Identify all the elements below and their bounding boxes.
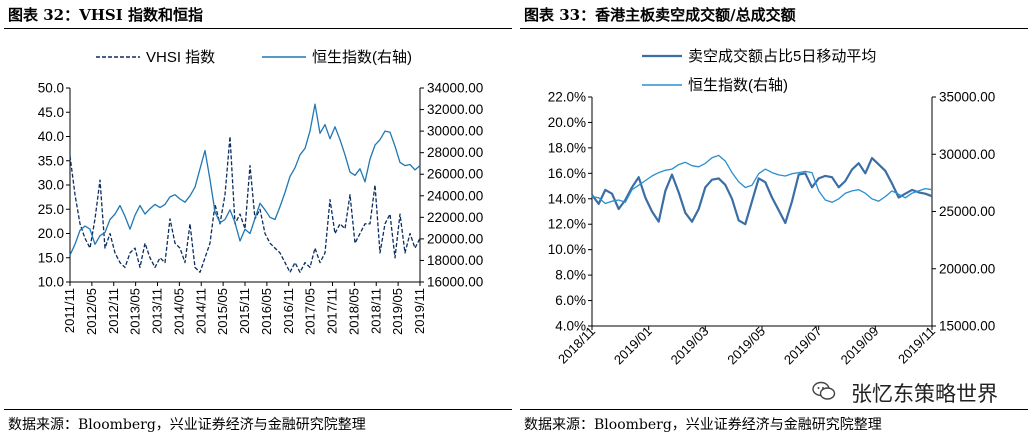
right-chart-panel: 图表 33：香港主板卖空成交额/总成交额 4.0% 6.0% 8.0% 10.0% 12… bbox=[516, 0, 1032, 441]
x-tick-label: 2017/11 bbox=[325, 288, 340, 334]
left-tick-label: 18.0% bbox=[548, 140, 586, 155]
left-tick-label: 4.0% bbox=[555, 319, 586, 334]
right-tick-label: 18000.00 bbox=[427, 253, 483, 268]
x-tick-label: 2014/05 bbox=[171, 288, 186, 335]
x-tick-label: 2018/11 bbox=[368, 288, 383, 334]
legend-label-1: 恒生指数(右轴) bbox=[312, 49, 412, 66]
right-tick-label: 26000.00 bbox=[427, 167, 483, 182]
x-tick-label: 2012/11 bbox=[106, 288, 121, 334]
left-tick-label: 12.0% bbox=[548, 217, 586, 232]
x-tick-label: 2011/11 bbox=[62, 288, 77, 333]
right-tick-label: 15000.00 bbox=[939, 319, 995, 334]
left-tick-label: 10.0% bbox=[548, 242, 586, 257]
right-tick-label: 30000.00 bbox=[939, 147, 995, 162]
watermark-text: 张忆东策略世界 bbox=[851, 382, 998, 406]
right-tick-label: 32000.00 bbox=[427, 102, 483, 117]
left-tick-label: 25.0 bbox=[38, 202, 64, 217]
right-tick-label: 16000.00 bbox=[427, 275, 483, 290]
left-tick-label: 50.0 bbox=[38, 81, 64, 96]
left-tick-label: 20.0% bbox=[548, 115, 586, 130]
left-tick-label: 20.0 bbox=[38, 226, 64, 241]
series-line-0 bbox=[591, 157, 933, 226]
right-tick-label: 34000.00 bbox=[427, 81, 483, 96]
legend-label-0: 卖空成交额占比5日移动平均 bbox=[688, 47, 876, 65]
legend-label-1: 恒生指数(右轴) bbox=[688, 77, 788, 94]
left-chart-panel: 图表 32：VHSI 指数和恒指 10.0 15.0 20.0 25.0 30.0 35.… bbox=[4, 6, 512, 433]
left-tick-label: 35.0 bbox=[38, 153, 64, 168]
left-tick-label: 16.0% bbox=[548, 166, 586, 181]
right-tick-label: 24000.00 bbox=[427, 188, 483, 203]
left-tick-label: 22.0% bbox=[548, 90, 586, 105]
x-tick-label: 2019/05 bbox=[724, 324, 768, 368]
right-chart-source: 数据来源：Bloomberg，兴业证券经济与金融研究院整理 bbox=[524, 417, 882, 433]
short-selling-ratio-chart: 4.0% 6.0% 8.0% 10.0% 12.0% 14.0% 16.0% 18.0% 20.… bbox=[548, 47, 996, 368]
series-line-1 bbox=[591, 154, 933, 205]
x-tick-label: 2016/11 bbox=[281, 288, 296, 334]
right-tick-label: 20000.00 bbox=[939, 261, 995, 276]
left-tick-label: 14.0% bbox=[548, 191, 586, 206]
x-tick-label: 2015/05 bbox=[215, 288, 230, 335]
series-line-1 bbox=[69, 103, 421, 256]
x-tick-label: 2015/11 bbox=[237, 288, 252, 334]
x-tick-label: 2013/11 bbox=[150, 288, 165, 334]
right-chart-title: 图表 33：香港主板卖空成交额/总成交额 bbox=[524, 6, 796, 24]
x-tick-label: 2019/01 bbox=[611, 324, 655, 368]
left-source-rule bbox=[4, 409, 512, 410]
left-tick-label: 10.0 bbox=[38, 275, 64, 290]
x-tick-label: 2016/05 bbox=[259, 288, 274, 335]
x-tick-label: 2019/09 bbox=[838, 324, 882, 368]
right-tick-label: 22000.00 bbox=[427, 210, 483, 225]
left-tick-label: 15.0 bbox=[38, 250, 64, 265]
legend-label-0: VHSI 指数 bbox=[146, 49, 215, 66]
x-tick-label: 2013/05 bbox=[128, 288, 143, 335]
right-tick-label: 25000.00 bbox=[939, 204, 995, 219]
x-tick-label: 2019/07 bbox=[781, 324, 825, 368]
left-tick-label: 6.0% bbox=[555, 293, 586, 308]
x-tick-label: 2018/05 bbox=[346, 288, 361, 335]
x-tick-label: 2019/11 bbox=[895, 324, 938, 367]
right-tick-label: 30000.00 bbox=[427, 124, 483, 139]
left-tick-label: 30.0 bbox=[38, 178, 64, 193]
x-tick-label: 2019/11 bbox=[412, 288, 427, 334]
x-tick-label: 2019/05 bbox=[390, 288, 405, 335]
left-chart-source: 数据来源：Bloomberg，兴业证券经济与金融研究院整理 bbox=[8, 417, 366, 433]
left-chart-title: 图表 32：VHSI 指数和恒指 bbox=[8, 6, 203, 24]
right-tick-label: 28000.00 bbox=[427, 145, 483, 160]
right-title-rule bbox=[520, 28, 1028, 29]
left-tick-label: 40.0 bbox=[38, 129, 64, 144]
right-source-rule bbox=[520, 409, 1028, 410]
series-line-0 bbox=[69, 135, 421, 273]
x-tick-label: 2017/05 bbox=[303, 288, 318, 335]
left-tick-label: 8.0% bbox=[555, 268, 586, 283]
vhsi-hsi-chart: 10.0 15.0 20.0 25.0 30.0 35.0 40.0 45.0 50.0 1600… bbox=[38, 49, 484, 335]
wechat-icon bbox=[812, 381, 836, 400]
left-tick-label: 45.0 bbox=[38, 105, 64, 120]
x-tick-label: 2014/11 bbox=[193, 288, 208, 334]
left-title-rule bbox=[4, 28, 512, 29]
x-tick-label: 2012/05 bbox=[84, 288, 99, 335]
x-tick-label: 2019/03 bbox=[668, 324, 712, 368]
right-tick-label: 20000.00 bbox=[427, 231, 483, 246]
right-tick-label: 35000.00 bbox=[939, 90, 995, 105]
